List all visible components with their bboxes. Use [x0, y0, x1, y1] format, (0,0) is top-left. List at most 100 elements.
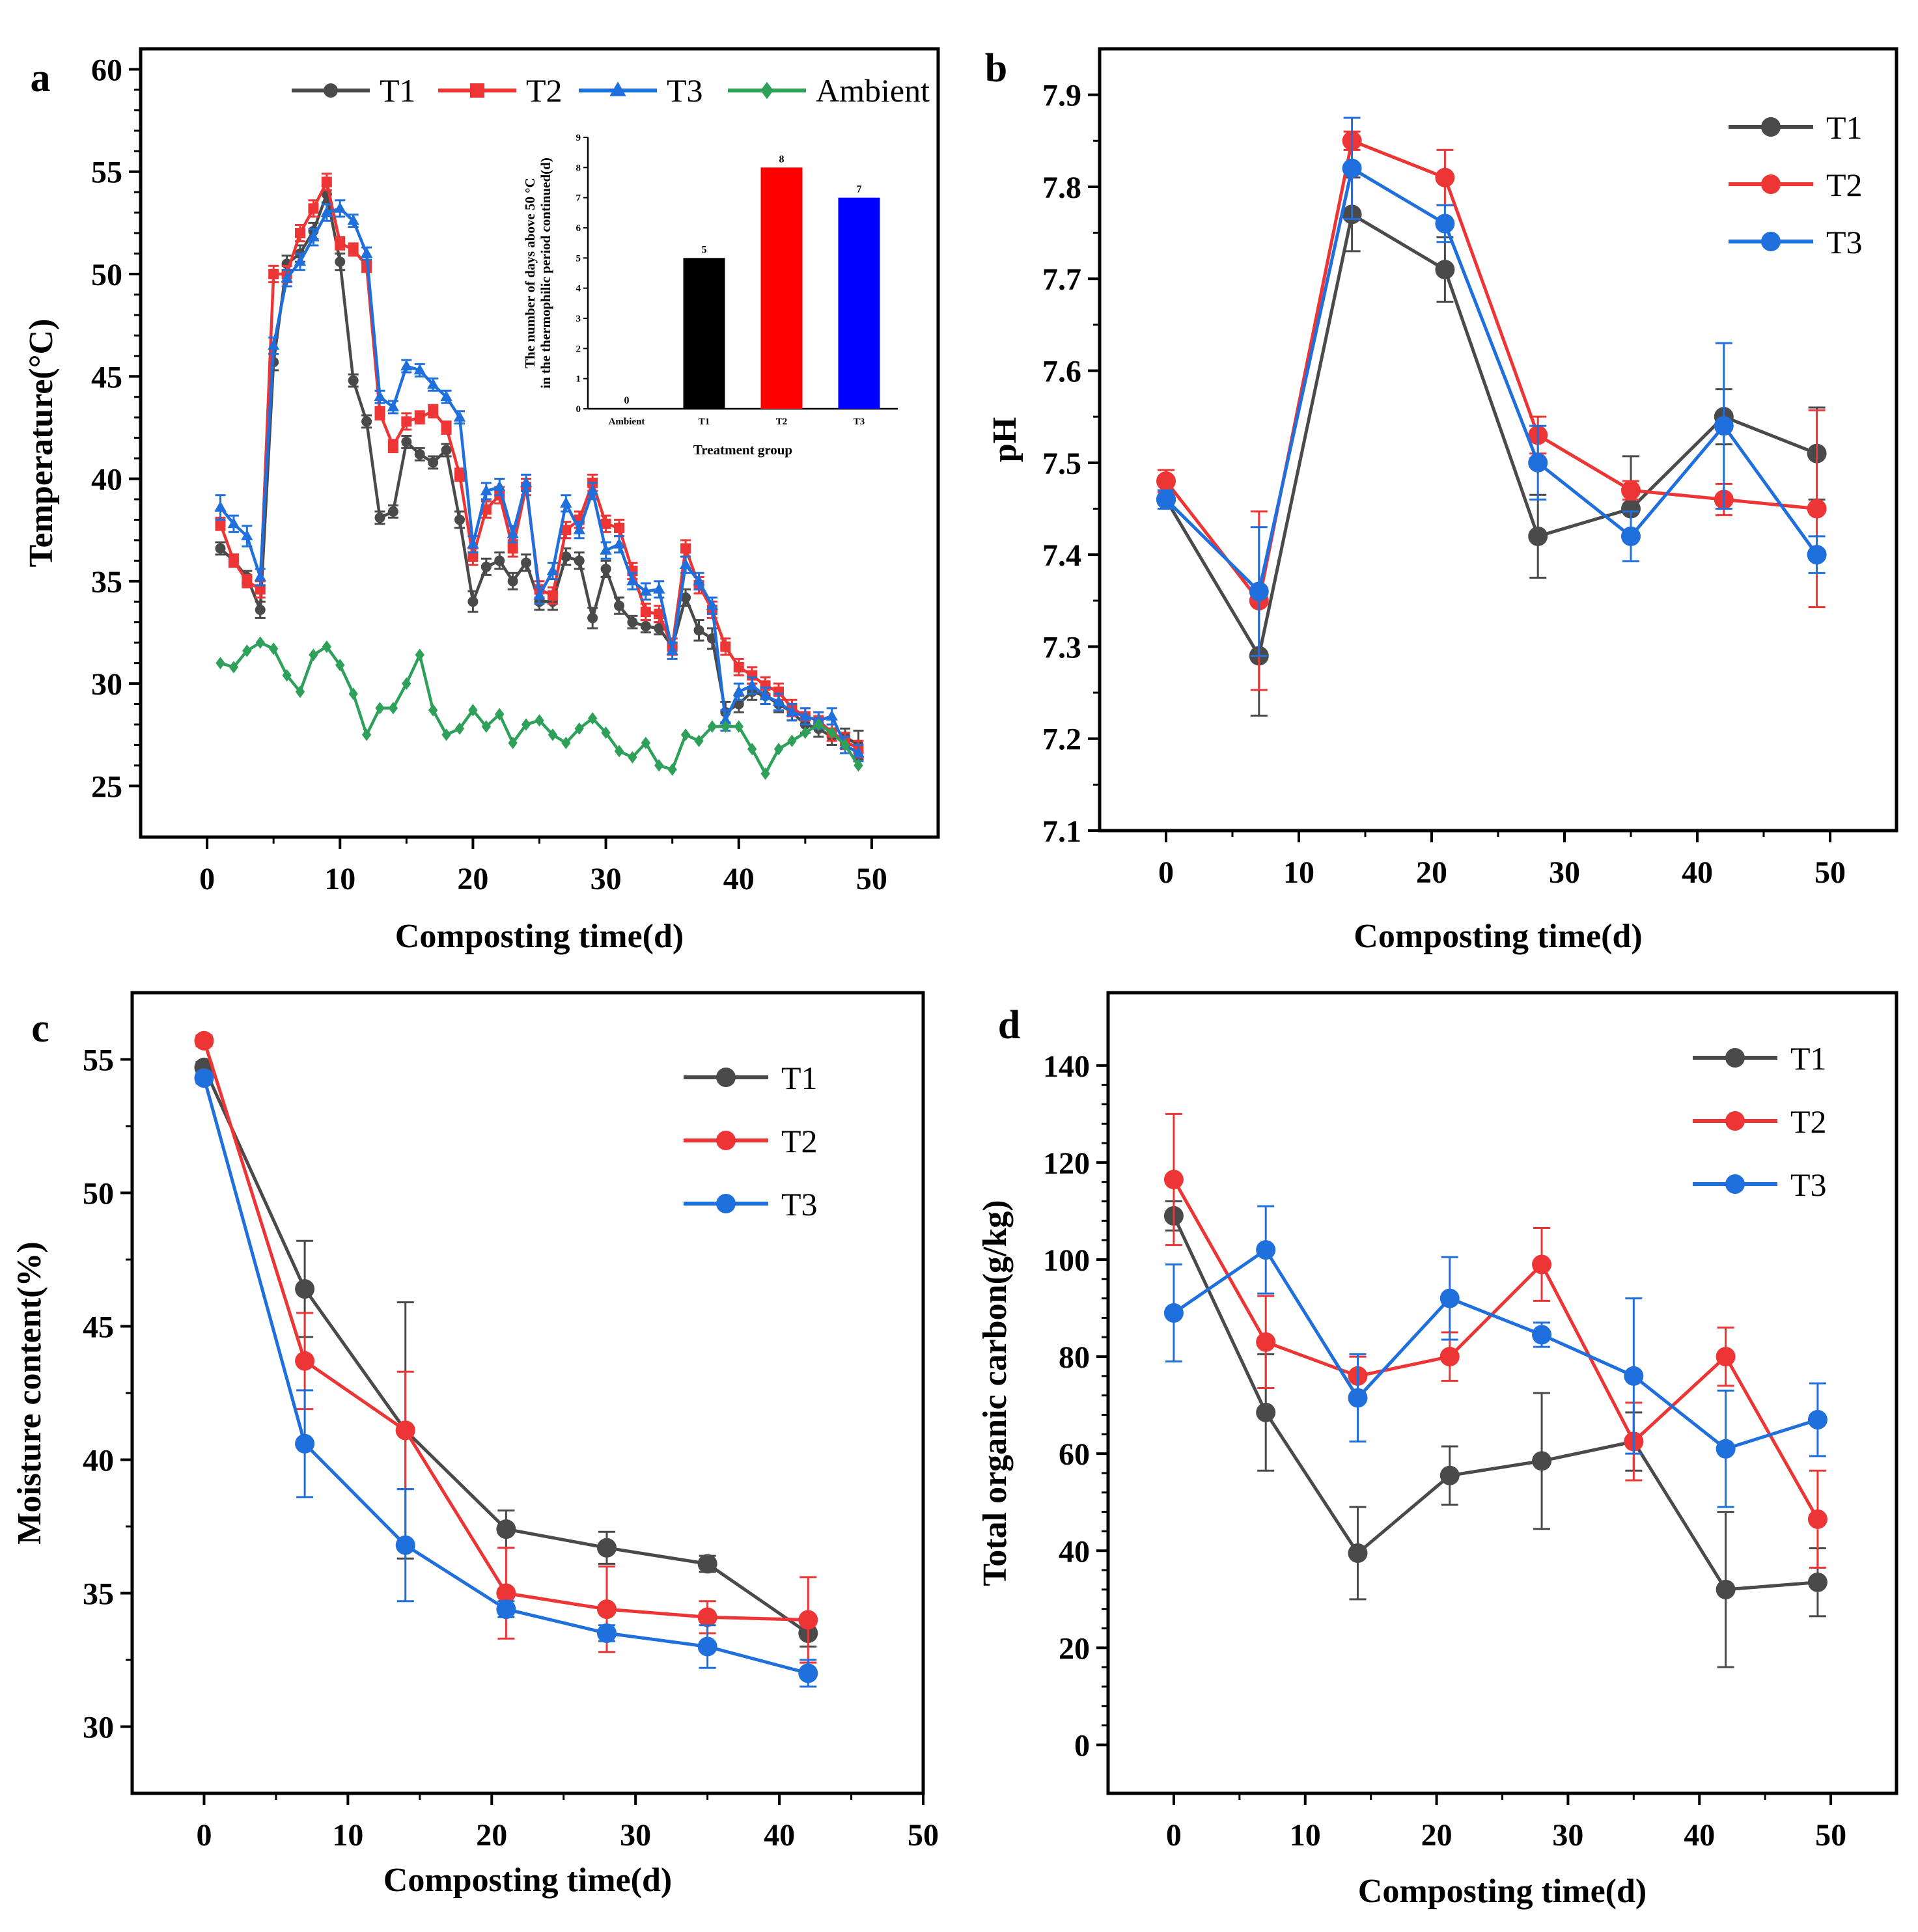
data-point	[521, 557, 532, 568]
y-tick-label: 55	[91, 156, 122, 190]
series-t1	[1163, 1200, 1828, 1668]
data-point	[639, 585, 652, 596]
series-t1	[1156, 176, 1827, 717]
y-tick-label: 7.1	[1042, 814, 1081, 849]
data-point	[680, 728, 691, 741]
data-point	[255, 604, 266, 615]
inset-x-tick-label: T1	[699, 417, 710, 427]
data-point	[734, 720, 744, 733]
data-point	[597, 1599, 617, 1620]
data-point	[653, 583, 665, 594]
series-t3	[1163, 1205, 1828, 1508]
data-point	[1439, 1288, 1460, 1308]
data-point	[241, 529, 253, 541]
inset-x-tick-label: Ambient	[609, 417, 645, 427]
data-point	[597, 1538, 617, 1558]
data-point	[573, 523, 585, 534]
data-point	[242, 575, 253, 586]
data-point	[228, 555, 239, 566]
data-point	[679, 558, 692, 570]
x-tick-label: 10	[1290, 1818, 1321, 1853]
data-point	[1716, 1347, 1736, 1367]
data-point	[1435, 214, 1455, 234]
x-tick-label: 40	[1684, 1818, 1715, 1853]
data-point	[1348, 1388, 1368, 1408]
data-point	[814, 718, 824, 731]
data-point	[1621, 526, 1641, 546]
legend-label: T2	[526, 72, 563, 109]
y-tick-label: 7.4	[1042, 538, 1081, 573]
data-point	[454, 514, 465, 525]
data-point	[1624, 1366, 1644, 1386]
x-tick-label: 40	[1682, 855, 1713, 890]
legend-label: T3	[667, 72, 703, 109]
y-tick-label: 60	[91, 53, 122, 87]
data-point	[772, 695, 785, 706]
data-point	[613, 538, 626, 549]
data-point	[294, 255, 307, 266]
plot-frame	[1098, 47, 1898, 833]
data-point	[308, 203, 319, 214]
series-line	[219, 641, 860, 775]
data-point	[827, 726, 837, 739]
data-point	[1435, 167, 1455, 187]
data-point	[1716, 1439, 1736, 1459]
data-point	[494, 555, 505, 566]
data-point	[387, 400, 400, 411]
data-point	[360, 247, 373, 258]
legend-marker	[1761, 174, 1781, 194]
legend: T1 T2 T3	[684, 1060, 818, 1222]
data-point	[1348, 1543, 1368, 1563]
x-tick-label: 30	[1549, 855, 1580, 890]
y-tick-label: 7.9	[1042, 79, 1081, 113]
x-tick-label: 0	[1158, 855, 1174, 890]
data-point	[467, 551, 479, 562]
data-point	[215, 518, 226, 529]
y-tick-label: 7.5	[1042, 447, 1081, 481]
data-point	[693, 625, 704, 636]
data-point	[1532, 1451, 1552, 1471]
data-point	[697, 1607, 717, 1627]
data-point	[295, 228, 305, 239]
data-point	[281, 271, 293, 283]
data-point	[496, 1519, 516, 1539]
y-tick-label: 30	[83, 1711, 114, 1745]
data-point	[1807, 1509, 1828, 1529]
panel-letter: b	[985, 46, 1007, 90]
data-point	[640, 621, 651, 632]
y-tick-label: 140	[1043, 1049, 1090, 1084]
data-point	[282, 669, 292, 682]
inset-y-tick-label: 3	[576, 314, 581, 324]
data-point	[1807, 1410, 1828, 1429]
data-point	[507, 527, 519, 538]
data-point	[402, 677, 411, 690]
data-point	[1532, 1254, 1552, 1275]
data-point	[760, 767, 770, 780]
y-tick-label: 100	[1043, 1243, 1090, 1278]
inset-value-label: 5	[702, 244, 707, 255]
data-point	[1716, 1579, 1736, 1599]
data-point	[428, 704, 438, 717]
data-point	[295, 1351, 315, 1371]
data-point	[395, 1420, 415, 1441]
data-point	[614, 745, 624, 758]
data-point	[334, 202, 346, 213]
x-tick-label: 20	[1416, 855, 1447, 890]
legend-marker	[716, 1068, 736, 1087]
data-point	[720, 641, 731, 652]
x-axis-label: Composting time(d)	[383, 1862, 672, 1899]
data-point	[654, 759, 664, 772]
data-point	[759, 689, 771, 700]
data-point	[800, 726, 811, 739]
data-point	[786, 706, 798, 717]
data-point	[415, 648, 424, 661]
x-tick-label: 10	[1283, 855, 1314, 890]
y-axis-label: Moisture content(%)	[11, 1241, 48, 1545]
data-point	[546, 564, 559, 575]
data-point	[1256, 1402, 1276, 1422]
y-tick-label: 40	[83, 1444, 114, 1478]
x-tick-label: 50	[908, 1818, 939, 1853]
legend: T1 T2 T3 Ambient	[292, 72, 930, 109]
data-point	[374, 407, 385, 419]
